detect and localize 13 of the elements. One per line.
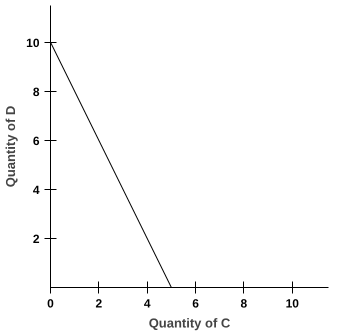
y-tick-label: 10 (26, 36, 40, 50)
x-tick-label: 8 (240, 296, 248, 310)
x-tick-label: 4 (144, 296, 151, 310)
y-tick-label: 6 (32, 134, 40, 148)
y-tick-label: 2 (32, 232, 40, 246)
y-axis-title: Quantity of D (3, 106, 18, 188)
x-axis-title: Quantity of C (148, 316, 231, 330)
x-tick-label: 10 (286, 296, 300, 310)
x-tick-label: 0 (47, 296, 54, 310)
y-tick-label: 4 (32, 182, 40, 197)
x-tick-label: 2 (96, 296, 103, 310)
y-tick-label: 8 (32, 84, 40, 99)
x-tick-label: 6 (192, 296, 200, 310)
